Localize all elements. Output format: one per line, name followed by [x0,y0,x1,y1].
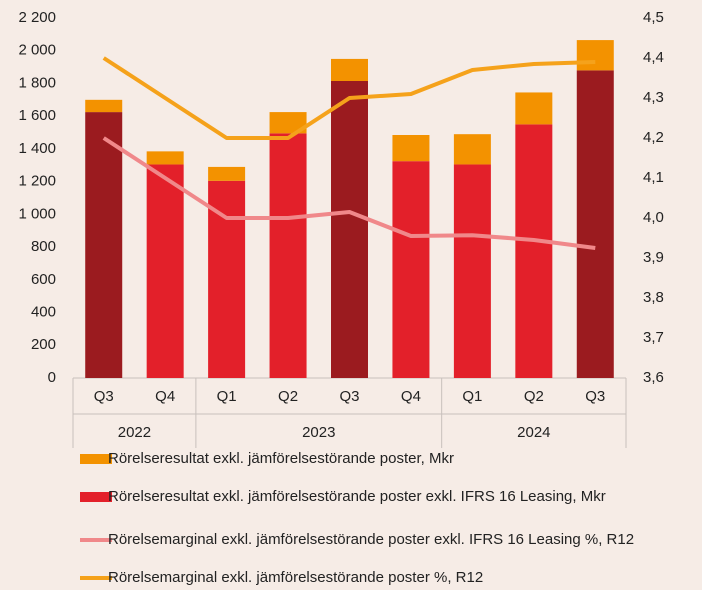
x-tick-label: Q4 [155,388,175,405]
bar [392,135,430,162]
legend-label: Rörelsemarginal exkl. jämförelsestörande… [108,531,634,548]
x-tick-label: Q4 [401,388,421,405]
x-tick-label: Q2 [524,388,544,405]
x-group-label: 2024 [517,424,550,441]
bar [269,112,307,134]
y-tick-label: 800 [31,238,56,255]
y2-tick-label: 4,1 [643,169,664,186]
y2-tick-label: 4,3 [643,89,664,106]
y-tick-label: 200 [31,336,56,353]
x-tick-label: Q3 [339,388,359,405]
bar [146,164,184,378]
y2-tick-label: 4,2 [643,129,664,146]
bar [269,133,307,378]
y2-tick-label: 3,9 [643,249,664,266]
bar [453,164,491,378]
bar [515,92,553,125]
y-tick-label: 2 200 [18,9,56,26]
y-tick-label: 1 600 [18,107,56,124]
bar [146,151,184,165]
line-series [102,56,596,140]
y2-tick-label: 3,7 [643,329,664,346]
bar [453,134,491,165]
line-series [102,136,596,250]
y-tick-label: 0 [48,369,56,386]
x-tick-label: Q3 [585,388,605,405]
y-tick-label: 1 800 [18,74,56,91]
legend-label: Rörelseresultat exkl. jämförelsestörande… [108,450,454,467]
bar [85,99,123,113]
bar [331,58,368,81]
y-tick-label: 2 000 [18,42,56,59]
x-group-label: 2022 [118,424,151,441]
x-tick-label: Q1 [462,388,482,405]
bar [576,40,614,71]
y2-tick-label: 4,5 [643,9,664,26]
bar [208,166,246,181]
y2-tick-label: 3,6 [643,369,664,386]
x-tick-label: Q2 [278,388,298,405]
y-tick-label: 600 [31,271,56,288]
bar [392,161,430,378]
x-tick-label: Q1 [217,388,237,405]
legend-swatch [80,492,112,502]
x-tick-label: Q3 [94,388,114,405]
y-tick-label: 1 400 [18,140,56,157]
y2-tick-label: 4,4 [643,49,664,66]
legend-label: Rörelsemarginal exkl. jämförelsestörande… [108,569,483,586]
x-group-label: 2023 [302,424,335,441]
bar [576,70,614,378]
legend-swatch [80,454,112,464]
bar [515,124,553,378]
legend-label: Rörelseresultat exkl. jämförelsestörande… [108,488,606,505]
y-tick-label: 1 000 [18,205,56,222]
bar [331,81,368,378]
bar [208,180,246,378]
y-tick-label: 400 [31,304,56,321]
y2-tick-label: 4,0 [643,209,664,226]
y2-tick-label: 3,8 [643,289,664,306]
y-tick-label: 1 200 [18,173,56,190]
bar [85,112,123,378]
